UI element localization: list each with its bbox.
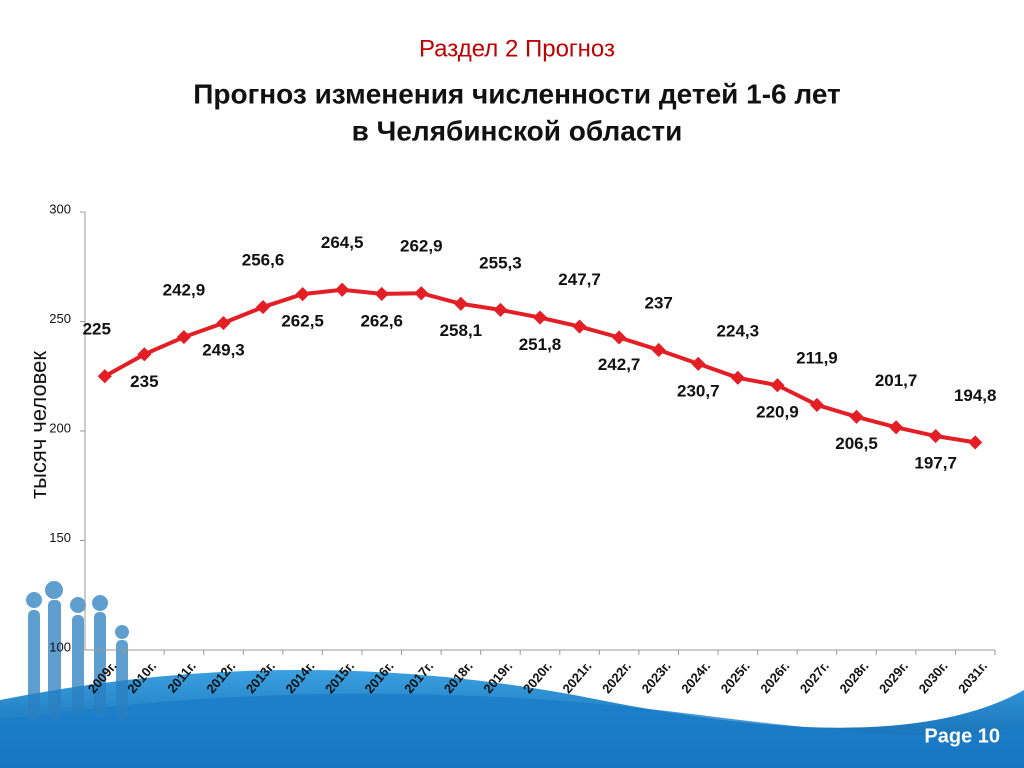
page-number: Page 10 (924, 725, 1000, 747)
data-point (335, 282, 350, 297)
data-label: 249,3 (202, 341, 245, 360)
data-label: 230,7 (677, 381, 720, 400)
data-label: 237 (645, 293, 673, 312)
x-tick-label: 2024г. (678, 658, 713, 696)
data-point (137, 347, 152, 362)
data-point (493, 302, 508, 317)
data-point (691, 356, 706, 371)
x-tick-label: 2025г. (718, 658, 753, 696)
data-point (968, 435, 983, 450)
data-point (612, 330, 627, 345)
data-label: 235 (130, 372, 158, 391)
x-tick-label: 2022г. (599, 658, 634, 696)
data-label: 211,9 (796, 348, 838, 367)
data-label: 262,5 (281, 312, 324, 331)
chart-title: Прогноз изменения численности детей 1-6 … (193, 78, 841, 109)
data-point (889, 420, 904, 435)
data-point (453, 296, 468, 311)
x-tick-label: 2029г. (876, 658, 911, 696)
data-label: 251,8 (519, 335, 562, 354)
x-tick-label: 2021г. (559, 658, 594, 696)
data-label: 224,3 (717, 321, 760, 340)
x-tick-label: 2030г. (916, 658, 951, 696)
data-point (770, 378, 785, 393)
y-tick-label: 150 (49, 530, 71, 545)
section-title: Раздел 2 Прогноз (419, 35, 615, 62)
data-point (295, 287, 310, 302)
data-label: 247,7 (558, 270, 601, 289)
y-axis-title: тысяч человек (26, 351, 51, 499)
data-point (849, 409, 864, 424)
y-tick-label: 200 (49, 420, 71, 435)
data-point (374, 286, 389, 301)
footer-wave-light (0, 693, 1024, 768)
data-point (572, 319, 587, 334)
data-label: 206,5 (835, 434, 878, 453)
data-label: 262,6 (360, 311, 403, 330)
data-label: 256,6 (242, 251, 285, 270)
data-label: 242,7 (598, 355, 641, 374)
data-point (651, 342, 666, 358)
x-tick-label: 2026г. (757, 658, 792, 696)
data-point (97, 369, 112, 384)
y-tick-label: 250 (49, 311, 71, 326)
y-tick-label: 100 (49, 639, 71, 654)
data-point (809, 397, 825, 413)
data-point (414, 286, 429, 301)
data-label: 255,3 (479, 253, 522, 272)
data-label: 194,8 (954, 386, 997, 405)
data-point (176, 329, 191, 345)
data-label: 258,1 (440, 321, 483, 340)
data-label: 262,9 (400, 237, 443, 256)
x-tick-label: 2031г. (955, 658, 990, 696)
data-point (730, 370, 745, 385)
data-label: 225 (83, 320, 111, 339)
data-label: 220,9 (756, 403, 799, 422)
x-tick-label: 2027г. (797, 658, 832, 696)
people-silhouettes (26, 581, 129, 720)
data-point (532, 310, 548, 325)
data-label: 242,9 (163, 281, 206, 300)
chart-subtitle: в Челябинской области (352, 115, 683, 146)
x-tick-label: 2023г. (639, 658, 674, 696)
data-label: 264,5 (321, 233, 364, 252)
y-tick-label: 300 (49, 201, 71, 216)
data-point (928, 428, 943, 444)
data-label: 201,7 (875, 371, 918, 390)
data-point (216, 315, 231, 331)
data-point (255, 299, 271, 315)
data-label: 197,7 (914, 454, 957, 473)
x-tick-label: 2028г. (836, 658, 871, 696)
